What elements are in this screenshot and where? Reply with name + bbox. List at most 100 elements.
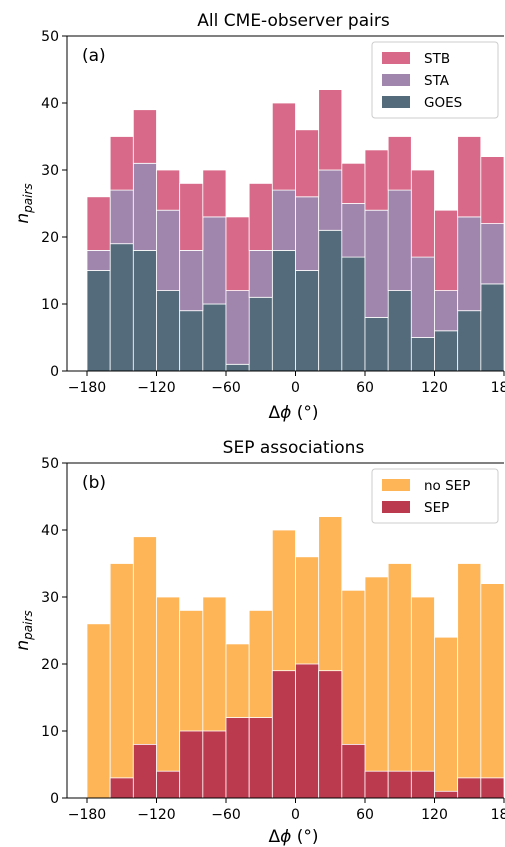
legend-label: STB — [424, 51, 450, 67]
bar-sep-17 — [480, 777, 505, 799]
bar-sta-2 — [132, 162, 157, 251]
bar-no-sep-16 — [457, 563, 482, 799]
x-tick-label: 0 — [291, 807, 300, 823]
bar-sep-5 — [202, 730, 227, 799]
bar-sta-5 — [202, 216, 227, 305]
bar-sep-7 — [248, 717, 273, 799]
bar-goes-3 — [156, 290, 181, 372]
x-tick-label: 60 — [356, 807, 374, 823]
bar-sep-6 — [225, 717, 250, 799]
y-tick-label: 10 — [41, 297, 59, 313]
y-tick-label: 20 — [41, 230, 59, 246]
y-tick-label: 30 — [41, 163, 59, 179]
bar-sta-3 — [156, 209, 181, 291]
legend-label: STA — [424, 73, 450, 89]
bar-goes-17 — [480, 283, 505, 372]
bar-sta-6 — [225, 290, 250, 365]
bar-sta-9 — [295, 196, 320, 271]
y-tick-label: 40 — [41, 96, 59, 112]
bar-stb-7 — [248, 182, 273, 251]
bar-no-sep-14 — [410, 596, 435, 799]
bar-sep-2 — [132, 744, 157, 799]
bar-goes-6 — [225, 363, 250, 372]
bar-stb-0 — [86, 196, 111, 251]
legend-label: GOES — [424, 95, 462, 111]
bar-sta-0 — [86, 249, 111, 271]
bar-stb-11 — [341, 162, 366, 204]
bar-goes-16 — [457, 310, 482, 372]
bar-stb-8 — [271, 102, 296, 191]
y-tick-label: 0 — [50, 791, 59, 807]
legend: no SEP SEP — [371, 468, 499, 524]
bar-sta-15 — [434, 290, 459, 332]
y-tick-label: 10 — [41, 724, 59, 740]
x-tick-label: −180 — [68, 380, 106, 396]
y-tick-label: 30 — [41, 590, 59, 606]
x-tick-label: 180 — [491, 807, 505, 823]
bar-stb-13 — [387, 136, 412, 191]
bar-goes-1 — [109, 243, 134, 372]
y-tick-label: 0 — [50, 364, 59, 380]
bar-sep-15 — [434, 790, 459, 799]
bar-stb-17 — [480, 156, 505, 225]
bar-sep-13 — [387, 770, 412, 799]
bar-goes-14 — [410, 337, 435, 372]
bar-sta-11 — [341, 203, 366, 258]
bar-sep-1 — [109, 777, 134, 799]
bar-goes-15 — [434, 330, 459, 372]
bar-stb-9 — [295, 129, 320, 198]
bar-sep-4 — [179, 730, 204, 799]
y-tick-label: 40 — [41, 523, 59, 539]
bar-sep-9 — [295, 663, 320, 799]
x-tick-label: −120 — [137, 380, 175, 396]
bar-sep-16 — [457, 777, 482, 799]
bar-sta-17 — [480, 223, 505, 285]
y-axis-label: npairs — [13, 610, 35, 650]
bar-stb-10 — [318, 89, 343, 171]
bar-sta-1 — [109, 189, 134, 245]
bar-stb-5 — [202, 169, 227, 218]
bar-sep-8 — [271, 670, 296, 799]
bar-sta-10 — [318, 169, 343, 231]
x-axis-label: Δϕ (°) — [268, 827, 318, 847]
bar-goes-5 — [202, 303, 227, 372]
legend-swatch — [382, 479, 410, 491]
panel-label: (a) — [82, 46, 106, 66]
bar-stb-2 — [132, 109, 157, 164]
bar-goes-13 — [387, 290, 412, 372]
bar-no-sep-17 — [480, 583, 505, 799]
bar-sep-14 — [410, 770, 435, 799]
bar-goes-4 — [179, 310, 204, 372]
bar-no-sep-15 — [434, 636, 459, 799]
bar-goes-10 — [318, 229, 343, 372]
bar-stb-6 — [225, 216, 250, 291]
legend-swatch — [382, 52, 410, 64]
bar-sep-11 — [341, 744, 366, 799]
bar-goes-8 — [271, 249, 296, 372]
bar-no-sep-0 — [86, 623, 111, 799]
y-tick-label: 50 — [41, 29, 59, 45]
panel-b: −180 −120 −60 0 60 120 180 0 10 20 30 40 50 SEP assoc… — [13, 438, 505, 847]
bar-sep-3 — [156, 770, 181, 799]
legend-label: no SEP — [424, 478, 470, 494]
bar-sta-16 — [457, 216, 482, 312]
bar-goes-2 — [132, 249, 157, 372]
legend: STB STA GOES — [371, 41, 499, 119]
bar-stb-1 — [109, 136, 134, 191]
bar-no-sep-13 — [387, 563, 412, 799]
legend-swatch — [382, 74, 410, 86]
bar-goes-9 — [295, 270, 320, 372]
x-tick-label: −180 — [68, 807, 106, 823]
chart-title: SEP associations — [223, 438, 365, 458]
legend-swatch — [382, 501, 410, 513]
bar-sep-10 — [318, 670, 343, 799]
x-tick-label: 180 — [491, 380, 505, 396]
chart-title: All CME-observer pairs — [197, 11, 390, 31]
legend-label: SEP — [424, 500, 449, 516]
bar-sta-4 — [179, 249, 204, 312]
bar-stb-4 — [179, 182, 204, 251]
bar-goes-0 — [86, 270, 111, 372]
x-tick-label: 120 — [421, 380, 448, 396]
bar-stb-14 — [410, 169, 435, 258]
